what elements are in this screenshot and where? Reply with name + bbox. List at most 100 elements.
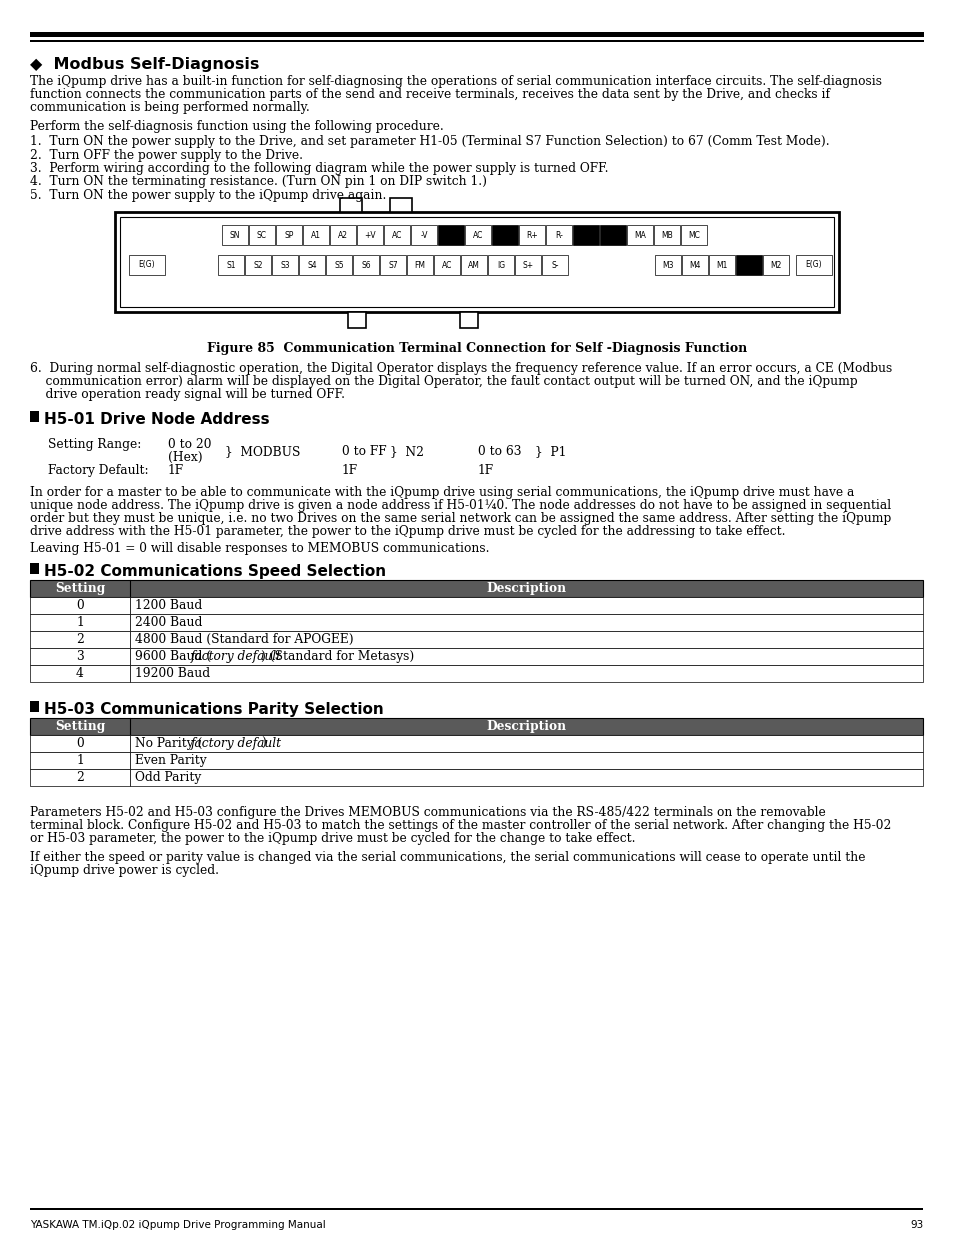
Bar xyxy=(30,563,39,574)
Text: communication error) alarm will be displayed on the Digital Operator, the fault : communication error) alarm will be displ… xyxy=(30,375,857,388)
Text: AC: AC xyxy=(473,231,482,240)
Text: In order for a master to be able to communicate with the iQpump drive using seri: In order for a master to be able to comm… xyxy=(30,487,854,499)
Bar xyxy=(735,254,761,275)
Text: M3: M3 xyxy=(661,261,673,269)
Text: 3: 3 xyxy=(76,650,84,663)
Text: MB: MB xyxy=(660,231,672,240)
Text: Parameters H5-02 and H5-03 configure the Drives MEMOBUS communications via the R: Parameters H5-02 and H5-03 configure the… xyxy=(30,806,825,819)
Text: function connects the communication parts of the send and receive terminals, rec: function connects the communication part… xyxy=(30,88,829,101)
Text: 1: 1 xyxy=(76,755,84,767)
Bar xyxy=(129,254,165,275)
Bar xyxy=(460,254,486,275)
Text: H5-01 Drive Node Address: H5-01 Drive Node Address xyxy=(44,412,270,427)
Bar xyxy=(130,735,923,752)
Text: S+: S+ xyxy=(522,261,533,269)
Text: MC: MC xyxy=(687,231,700,240)
Text: The iQpump drive has a built-in function for self-diagnosing the operations of s: The iQpump drive has a built-in function… xyxy=(30,75,882,88)
Bar xyxy=(545,225,572,245)
Text: S1: S1 xyxy=(226,261,235,269)
Text: SN: SN xyxy=(230,231,240,240)
Text: 2: 2 xyxy=(76,634,84,646)
Bar xyxy=(30,1208,923,1209)
Text: ) (Standard for Metasys): ) (Standard for Metasys) xyxy=(261,650,414,663)
Bar xyxy=(573,225,598,245)
Text: terminal block. Configure H5-02 and H5-03 to match the settings of the master co: terminal block. Configure H5-02 and H5-0… xyxy=(30,819,890,832)
Bar xyxy=(459,312,477,329)
Bar xyxy=(30,580,923,597)
Text: 0 to FF: 0 to FF xyxy=(341,445,386,458)
Text: 2: 2 xyxy=(76,771,84,784)
Text: 1.  Turn ON the power supply to the Drive, and set parameter H1-05 (Terminal S7 : 1. Turn ON the power supply to the Drive… xyxy=(30,135,829,148)
Bar xyxy=(681,254,707,275)
Bar xyxy=(130,631,923,648)
Text: A1: A1 xyxy=(311,231,320,240)
Bar xyxy=(30,614,130,631)
Text: Figure 85  Communication Terminal Connection for Self -Diagnosis Function: Figure 85 Communication Terminal Connect… xyxy=(207,342,746,354)
Text: 0: 0 xyxy=(76,737,84,750)
Text: R-: R- xyxy=(555,231,562,240)
Text: AM: AM xyxy=(468,261,479,269)
Text: Setting Range:: Setting Range: xyxy=(48,438,141,451)
Bar xyxy=(488,254,514,275)
Text: ◆  Modbus Self-Diagnosis: ◆ Modbus Self-Diagnosis xyxy=(30,57,259,72)
Bar xyxy=(437,225,463,245)
Bar xyxy=(130,664,923,682)
Bar xyxy=(245,254,271,275)
Text: No Parity (: No Parity ( xyxy=(135,737,202,750)
Text: 93: 93 xyxy=(910,1220,923,1230)
Text: order but they must be unique, i.e. no two Drives on the same serial network can: order but they must be unique, i.e. no t… xyxy=(30,513,890,525)
Bar xyxy=(518,225,544,245)
Text: or H5-03 parameter, the power to the iQpump drive must be cycled for the change : or H5-03 parameter, the power to the iQp… xyxy=(30,832,635,845)
Text: 19200 Baud: 19200 Baud xyxy=(135,667,210,680)
Bar xyxy=(379,254,406,275)
Bar xyxy=(330,225,355,245)
Text: iQpump drive power is cycled.: iQpump drive power is cycled. xyxy=(30,864,219,877)
Text: Description: Description xyxy=(486,720,566,734)
Bar xyxy=(30,718,923,735)
Bar xyxy=(218,254,244,275)
Text: +V: +V xyxy=(364,231,375,240)
Text: 1: 1 xyxy=(76,616,84,629)
Bar xyxy=(626,225,652,245)
Text: 4800 Baud (Standard for APOGEE): 4800 Baud (Standard for APOGEE) xyxy=(135,634,354,646)
Text: E(G): E(G) xyxy=(805,261,821,269)
Text: communication is being performed normally.: communication is being performed normall… xyxy=(30,101,310,114)
Bar xyxy=(130,769,923,785)
Text: IG: IG xyxy=(497,261,504,269)
Bar xyxy=(30,40,923,42)
Bar xyxy=(348,312,366,329)
Text: M1: M1 xyxy=(716,261,727,269)
Bar xyxy=(599,225,625,245)
Text: 4.  Turn ON the terminating resistance. (Turn ON pin 1 on DIP switch 1.): 4. Turn ON the terminating resistance. (… xyxy=(30,175,486,189)
Bar xyxy=(541,254,567,275)
Text: (Hex): (Hex) xyxy=(168,451,202,464)
Bar xyxy=(298,254,325,275)
Text: Setting: Setting xyxy=(54,720,105,734)
Bar xyxy=(384,225,410,245)
Bar xyxy=(795,254,831,275)
Text: S-: S- xyxy=(551,261,558,269)
Text: H5-02 Communications Speed Selection: H5-02 Communications Speed Selection xyxy=(44,564,386,579)
Text: 4: 4 xyxy=(76,667,84,680)
Text: SP: SP xyxy=(284,231,294,240)
Bar xyxy=(434,254,459,275)
Bar xyxy=(130,648,923,664)
Text: YASKAWA TM.iQp.02 iQpump Drive Programming Manual: YASKAWA TM.iQp.02 iQpump Drive Programmi… xyxy=(30,1220,325,1230)
Bar xyxy=(492,225,517,245)
Text: S7: S7 xyxy=(388,261,397,269)
Bar xyxy=(222,225,248,245)
Text: factory default: factory default xyxy=(191,650,281,663)
Text: M4: M4 xyxy=(688,261,700,269)
Bar xyxy=(275,225,302,245)
Text: 9600 Baud (: 9600 Baud ( xyxy=(135,650,211,663)
Text: E(G): E(G) xyxy=(138,261,155,269)
Text: S2: S2 xyxy=(253,261,262,269)
Text: 5.  Turn ON the power supply to the iQpump drive again.: 5. Turn ON the power supply to the iQpum… xyxy=(30,189,386,203)
Text: 0: 0 xyxy=(76,599,84,613)
Bar xyxy=(130,597,923,614)
Bar xyxy=(30,411,39,422)
Bar xyxy=(30,769,130,785)
Text: 1F: 1F xyxy=(477,464,494,477)
Text: 2.  Turn OFF the power supply to the Drive.: 2. Turn OFF the power supply to the Driv… xyxy=(30,148,303,162)
Text: 6.  During normal self-diagnostic operation, the Digital Operator displays the f: 6. During normal self-diagnostic operati… xyxy=(30,362,891,375)
